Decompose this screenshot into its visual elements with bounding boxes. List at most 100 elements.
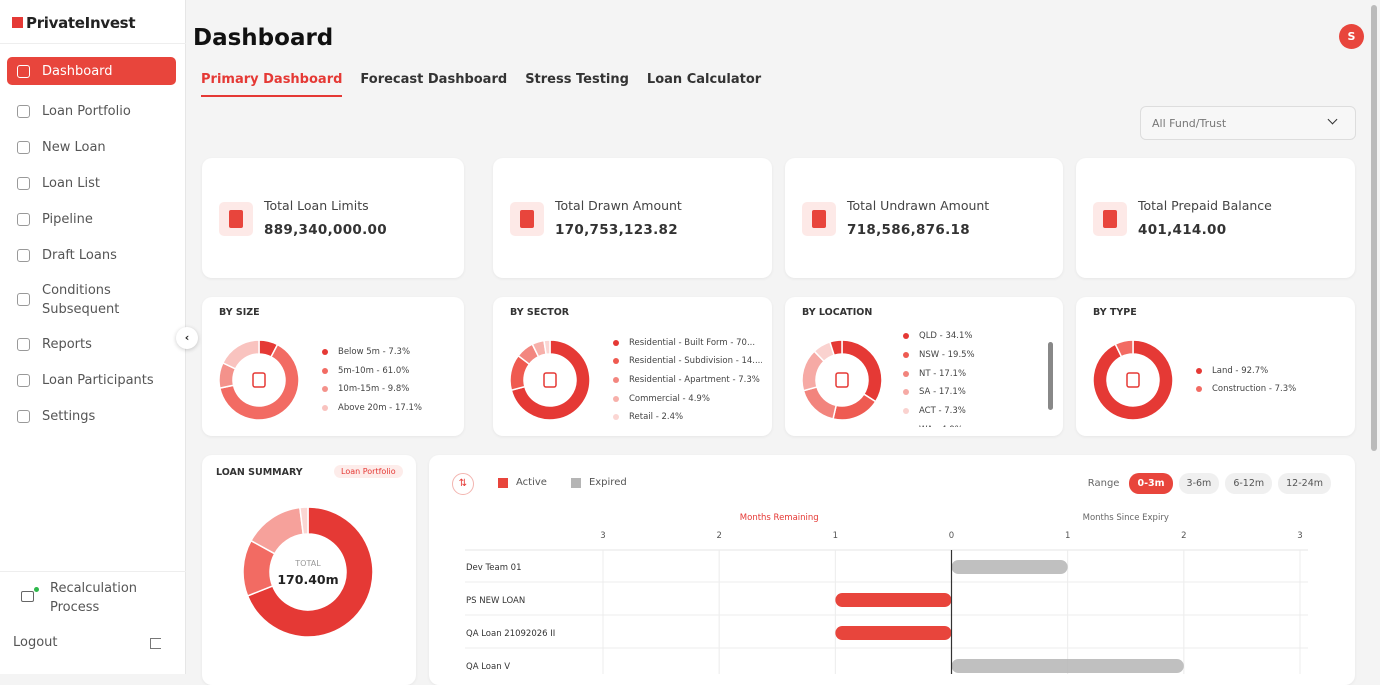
kpi-label: Total Drawn Amount [555,198,682,213]
legend-item: NT - 17.1% [903,364,1051,383]
nav-icon [17,249,30,262]
row-label: PS NEW LOAN [466,596,525,606]
nav-label: Loan List [42,176,100,191]
nav-icon [17,293,30,306]
legend-label: 5m-10m - 61.0% [338,366,409,376]
center-icon [836,373,848,387]
legend-swatch [613,414,619,420]
kpi-value: 889,340,000.00 [264,222,387,238]
legend-item: Residential - Subdivision - 14.... [613,352,762,371]
x-tick-label: 1 [1065,531,1070,541]
donut-segment [833,394,876,420]
legend-swatch [613,358,619,364]
nav-icon [17,65,30,78]
nav-label: Loan Participants [42,373,154,388]
kpi-icon [1093,202,1127,236]
nav-icon [17,213,30,226]
nav-icon [17,338,30,351]
nav-label: Draft Loans [42,248,117,263]
nav-item[interactable]: Loan List [7,165,176,201]
nav-item[interactable]: Reports [7,326,176,362]
legend-label: QLD - 34.1% [919,331,972,341]
kpi-value: 401,414.00 [1138,222,1226,238]
fund-filter[interactable]: All Fund/Trust [1140,106,1356,140]
tab[interactable]: Forecast Dashboard [360,72,507,97]
nav-item[interactable]: Settings [7,398,176,434]
nav-item[interactable]: Pipeline [7,201,176,237]
x-tick-label: 3 [600,531,605,541]
nav-label: Dashboard [42,64,113,79]
legend-swatch [613,340,619,346]
tab[interactable]: Stress Testing [525,72,629,97]
legend-item: QLD - 34.1% [903,327,1051,346]
legend-swatch [613,396,619,402]
nav-icon [17,177,30,190]
nav-item[interactable]: Dashboard [7,57,176,85]
nav-label: Pipeline [42,212,93,227]
sidebar: PrivateInvest Dashboard Loan Portfolio New… [0,0,186,674]
legend-item: SA - 17.1% [903,383,1051,402]
legend-swatch [322,368,328,374]
legend-swatch [1196,368,1202,374]
avatar[interactable]: S [1339,24,1364,49]
legend-label: WA - 4.9% [919,425,963,427]
icon-glyph [1103,210,1117,228]
nav-item[interactable]: Conditions Subsequent [7,273,176,326]
x-tick-label: 0 [949,531,954,541]
nav-item[interactable]: Draft Loans [7,237,176,273]
legend-label: Construction - 7.3% [1212,384,1296,394]
legend-item: Residential - Apartment - 7.3% [613,371,762,390]
nav-label: Conditions Subsequent [42,281,132,319]
nav: Dashboard Loan Portfolio New Loan Loan List… [7,57,176,434]
summary-donut: TOTAL 170.40m [202,455,416,674]
nav-item[interactable]: Loan Portfolio [7,93,176,129]
legend: Residential - Built Form - 70... Resident… [613,333,762,427]
x-tick-label: 2 [716,531,721,541]
tab[interactable]: Primary Dashboard [201,72,342,97]
x-tick-label: 2 [1181,531,1186,541]
donut-segment [842,340,882,402]
donut [493,297,613,436]
legend-label: Residential - Built Form - 70... [629,338,755,348]
legend-item: ACT - 7.3% [903,402,1051,421]
legend-item: Land - 92.7% [1196,361,1345,380]
donut [785,297,905,436]
legend-swatch [903,333,909,339]
legend-item: 10m-15m - 9.8% [322,380,454,399]
kpi-label: Total Prepaid Balance [1138,198,1272,213]
tab[interactable]: Loan Calculator [647,72,761,97]
timeline-bar [835,593,951,607]
brand-text: PrivateInvest [26,14,135,32]
logout-icon [150,638,161,649]
legend-swatch [903,389,909,395]
row-label: QA Loan 21092026 II [466,629,555,639]
timeline-bar [952,560,1068,574]
total-value: 170.40m [277,572,338,587]
nav-label: Settings [42,409,95,424]
nav-item[interactable]: Loan Participants [7,362,176,398]
legend-item: Below 5m - 7.3% [322,343,454,362]
legend-label: NT - 17.1% [919,369,966,379]
legend-swatch [613,377,619,383]
nav-icon [17,374,30,387]
filter-text: All Fund/Trust [1152,117,1226,130]
nav-item[interactable]: New Loan [7,129,176,165]
nav-label: New Loan [42,140,106,155]
logout[interactable]: Logout [13,635,58,650]
x-tick-label: 1 [833,531,838,541]
donut [1076,297,1196,436]
center-icon [544,373,556,387]
legend-item: Construction - 7.3% [1196,380,1345,399]
total-label: TOTAL [294,559,321,568]
collapse-button[interactable]: ‹ [176,327,198,349]
legend-swatch [903,408,909,414]
recalc[interactable]: Recalculation Process [50,579,160,617]
